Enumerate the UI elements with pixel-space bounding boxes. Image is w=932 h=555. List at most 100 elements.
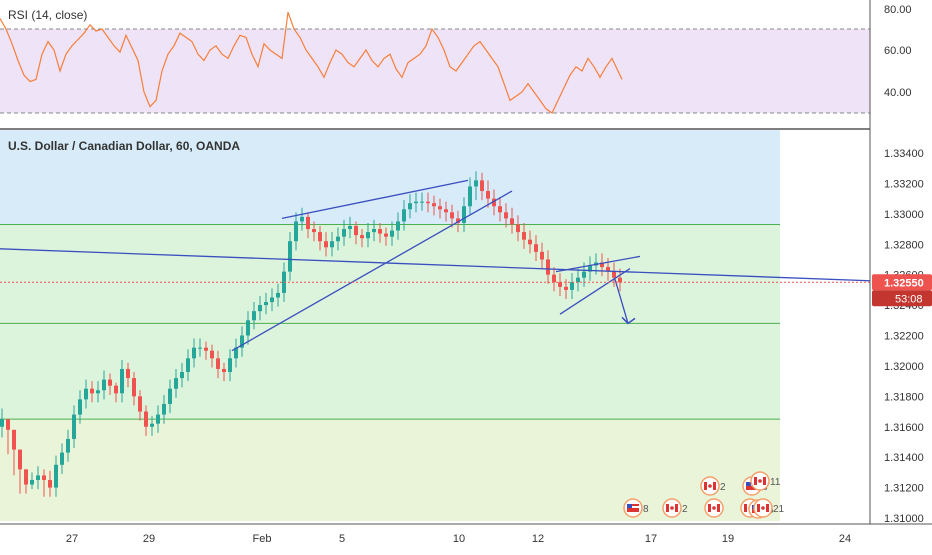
candle xyxy=(294,212,298,251)
us-flag-icon[interactable]: 8 xyxy=(623,498,649,518)
candle xyxy=(0,408,4,438)
candle xyxy=(252,302,256,330)
trend-line-3[interactable] xyxy=(555,255,641,273)
candle xyxy=(612,262,616,287)
candle xyxy=(240,326,244,357)
candle xyxy=(318,226,322,251)
candle xyxy=(288,232,292,281)
candle xyxy=(150,416,154,436)
ca-flag-icon[interactable]: 2 xyxy=(662,498,688,518)
candle xyxy=(66,429,70,462)
candle xyxy=(216,350,220,379)
candle xyxy=(204,341,208,360)
candle xyxy=(504,203,508,228)
time-tick: 27 xyxy=(66,533,78,545)
rsi-tick-40: 40.00 xyxy=(884,87,912,99)
candle xyxy=(552,267,556,292)
trend-line-1[interactable] xyxy=(231,190,513,352)
candle xyxy=(54,455,58,497)
candle xyxy=(144,405,148,436)
candle xyxy=(540,242,544,269)
time-tick: Feb xyxy=(253,533,272,545)
ca-flag-icon[interactable]: 11 xyxy=(750,471,781,491)
candle xyxy=(228,349,232,382)
time-tick: 5 xyxy=(339,533,345,545)
candle xyxy=(414,192,418,213)
candle xyxy=(432,195,436,216)
event-count: 2 xyxy=(720,482,726,493)
candle xyxy=(24,469,28,494)
candle xyxy=(336,227,340,251)
candle xyxy=(258,295,262,321)
trend-line-4[interactable] xyxy=(559,268,631,315)
candle xyxy=(450,204,454,228)
candle xyxy=(36,466,40,490)
candle xyxy=(30,472,34,490)
candle xyxy=(480,172,484,201)
candle xyxy=(324,232,328,257)
candle xyxy=(210,344,214,368)
rsi-axis-ticks: 80.00 60.00 40.00 xyxy=(884,4,912,99)
candle xyxy=(438,198,442,219)
economic-events[interactable]: 8223411521 xyxy=(623,471,785,519)
candle xyxy=(264,292,268,315)
price-axis[interactable]: 80.00 60.00 40.00 1.33400 1.33200 1.33000 1… xyxy=(869,0,932,550)
price-tick: 1.33000 xyxy=(884,209,924,221)
candle xyxy=(570,273,574,299)
candle xyxy=(180,362,184,388)
rsi-label: RSI (14, close) xyxy=(8,8,87,22)
ca-flag-icon[interactable]: 2 xyxy=(700,476,726,496)
rsi-tick-80: 80.00 xyxy=(884,4,912,16)
ca-flag-icon[interactable] xyxy=(704,498,724,518)
rsi-pane: RSI (14, close) xyxy=(0,8,870,114)
zone-yellow xyxy=(0,419,780,522)
event-count: 21 xyxy=(773,504,785,515)
time-axis-ticks: 27 29 Feb 5 10 12 17 19 24 xyxy=(66,533,851,545)
candle xyxy=(246,311,250,345)
trend-line-0[interactable] xyxy=(0,248,932,284)
candle xyxy=(186,349,190,382)
price-tick: 1.31600 xyxy=(884,422,924,434)
price-zones xyxy=(0,130,780,522)
trend-line-2[interactable] xyxy=(281,179,469,220)
candle xyxy=(516,215,520,242)
price-tick: 1.32200 xyxy=(884,331,924,343)
candle xyxy=(108,373,112,395)
zone-green xyxy=(0,224,780,420)
chart-title: U.S. Dollar / Canadian Dollar, 60, OANDA xyxy=(8,139,240,153)
current-price-badge xyxy=(872,274,932,291)
candle xyxy=(306,212,310,239)
time-tick: 29 xyxy=(143,533,155,545)
candle xyxy=(312,221,316,242)
candle xyxy=(534,235,538,261)
candle xyxy=(348,216,352,239)
time-tick: 17 xyxy=(645,533,657,545)
candle xyxy=(168,379,172,414)
candle xyxy=(300,207,304,231)
candle xyxy=(126,362,130,388)
candle xyxy=(360,229,364,248)
price-tick: 1.32800 xyxy=(884,239,924,251)
candle xyxy=(72,405,76,449)
candle xyxy=(234,338,238,368)
rsi-tick-60: 60.00 xyxy=(884,45,912,57)
candle xyxy=(102,370,106,400)
time-axis[interactable]: 27 29 Feb 5 10 12 17 19 24 xyxy=(0,523,932,550)
ca-flag-icon[interactable]: 21 xyxy=(753,498,785,518)
candle xyxy=(90,381,94,403)
current-price-label: 1.32550 xyxy=(884,277,924,289)
candle xyxy=(498,197,502,222)
candle xyxy=(522,222,526,249)
price-tick: 1.31000 xyxy=(884,513,924,525)
time-tick: 19 xyxy=(722,533,734,545)
trend-lines[interactable] xyxy=(0,179,932,352)
price-tick: 1.31200 xyxy=(884,483,924,495)
trend-line-5[interactable] xyxy=(614,279,629,324)
time-tick: 10 xyxy=(453,533,465,545)
candle xyxy=(354,221,358,245)
candle xyxy=(510,207,514,234)
candle xyxy=(462,197,466,233)
candle xyxy=(84,379,88,409)
